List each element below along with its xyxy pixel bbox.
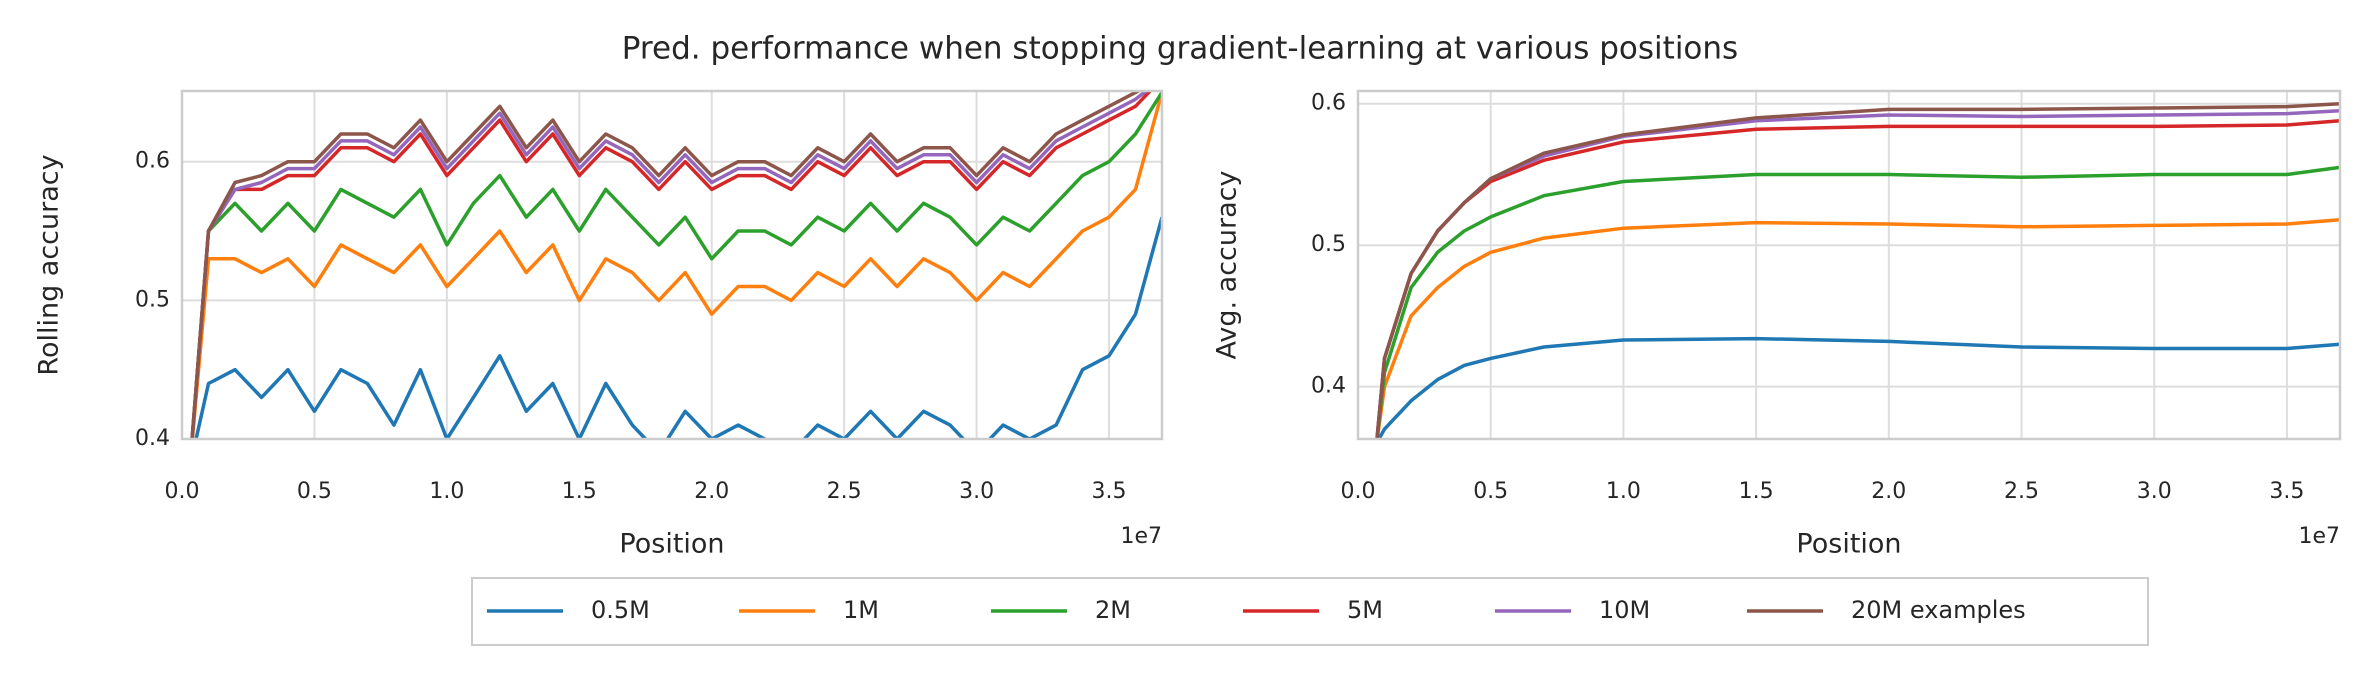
series-line — [190, 91, 1162, 439]
x-tick-label: 2.0 — [694, 479, 729, 504]
plot-frame — [180, 89, 1164, 441]
plot-background — [1358, 91, 2340, 439]
figure-title: Pred. performance when stopping gradient… — [622, 31, 1738, 67]
x-tick-label: 1.0 — [429, 479, 464, 504]
series-line — [1375, 101, 2340, 439]
x-tick-label: 3.0 — [959, 479, 994, 504]
x-offset-label: 1e7 — [1120, 524, 1162, 549]
y-axis-label: Avg. accuracy — [1212, 170, 1243, 359]
legend-label: 1M — [843, 596, 879, 624]
x-axis-label: Position — [619, 529, 724, 560]
x-tick-label: 1.5 — [1739, 479, 1774, 504]
y-tick-label: 0.4 — [135, 426, 170, 451]
plot-lines — [190, 91, 1162, 439]
x-tick-label: 3.5 — [1092, 479, 1127, 504]
legend-label: 0.5M — [591, 596, 650, 624]
x-tick-label: 1.0 — [1606, 479, 1641, 504]
x-tick-label: 0.5 — [1473, 479, 1508, 504]
legend-label: 20M examples — [1851, 596, 2026, 624]
x-tick-label: 0.0 — [165, 479, 200, 504]
x-axis-label: Position — [1796, 529, 1901, 560]
y-tick-label: 0.5 — [1311, 232, 1346, 257]
x-tick-label: 1.5 — [562, 479, 597, 504]
x-tick-label: 3.0 — [2137, 479, 2172, 504]
series-line — [190, 91, 1153, 439]
series-line — [194, 216, 1162, 439]
series-line — [190, 91, 1162, 439]
x-tick-label: 3.5 — [2269, 479, 2304, 504]
x-tick-label: 2.5 — [2004, 479, 2039, 504]
x-tick-label: 0.0 — [1341, 479, 1376, 504]
y-tick-label: 0.6 — [1311, 91, 1346, 116]
series-line — [1375, 217, 2340, 439]
y-axis-label: Rolling accuracy — [34, 154, 65, 375]
y-tick-label: 0.4 — [1311, 374, 1346, 399]
x-tick-label: 2.5 — [827, 479, 862, 504]
series-line — [190, 91, 1142, 439]
series-line — [1375, 165, 2340, 439]
series-line — [190, 91, 1149, 439]
plot-frame — [1356, 89, 2342, 441]
x-tick-label: 2.0 — [1871, 479, 1906, 504]
x-offset-label: 1e7 — [2298, 524, 2340, 549]
plot-lines — [1375, 101, 2340, 439]
legend-label: 10M — [1599, 596, 1650, 624]
legend-label: 5M — [1347, 596, 1383, 624]
legend-label: 2M — [1095, 596, 1131, 624]
series-line — [1376, 336, 2340, 439]
x-tick-label: 0.5 — [297, 479, 332, 504]
y-tick-label: 0.6 — [135, 149, 170, 174]
y-tick-label: 0.5 — [135, 287, 170, 312]
